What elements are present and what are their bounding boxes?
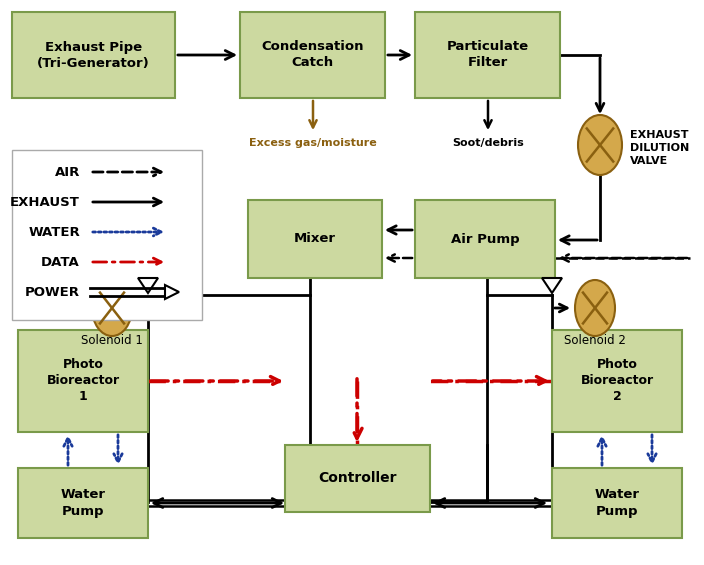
FancyBboxPatch shape (18, 468, 148, 538)
Polygon shape (542, 278, 562, 293)
Text: Excess gas/moisture: Excess gas/moisture (249, 138, 377, 148)
Text: Soot/debris: Soot/debris (452, 138, 524, 148)
Text: DATA: DATA (42, 255, 80, 268)
Text: Controller: Controller (318, 472, 397, 485)
Text: Solenoid 1: Solenoid 1 (81, 333, 143, 346)
Polygon shape (165, 285, 179, 299)
Text: EXHAUST
DILUTION
VALVE: EXHAUST DILUTION VALVE (630, 130, 689, 166)
FancyBboxPatch shape (240, 12, 385, 98)
FancyBboxPatch shape (12, 12, 175, 98)
FancyBboxPatch shape (12, 150, 202, 320)
Text: EXHAUST: EXHAUST (10, 195, 80, 208)
Text: AIR: AIR (55, 166, 80, 179)
FancyBboxPatch shape (415, 12, 560, 98)
Ellipse shape (92, 280, 132, 336)
Text: Solenoid 2: Solenoid 2 (564, 333, 626, 346)
Text: POWER: POWER (25, 285, 80, 298)
FancyBboxPatch shape (552, 468, 682, 538)
Ellipse shape (575, 280, 615, 336)
FancyBboxPatch shape (18, 330, 148, 432)
Text: Condensation
Catch: Condensation Catch (261, 41, 364, 69)
FancyBboxPatch shape (248, 200, 382, 278)
Text: Water
Pump: Water Pump (61, 489, 106, 518)
Text: Particulate
Filter: Particulate Filter (446, 41, 529, 69)
Text: Mixer: Mixer (294, 233, 336, 246)
FancyBboxPatch shape (285, 445, 430, 512)
Ellipse shape (578, 115, 622, 175)
Polygon shape (138, 278, 158, 293)
Text: WATER: WATER (28, 225, 80, 238)
Text: Water
Pump: Water Pump (594, 489, 639, 518)
Text: Photo
Bioreactor
2: Photo Bioreactor 2 (580, 359, 653, 403)
Text: Photo
Bioreactor
1: Photo Bioreactor 1 (46, 359, 120, 403)
FancyBboxPatch shape (552, 330, 682, 432)
Text: Exhaust Pipe
(Tri-Generator): Exhaust Pipe (Tri-Generator) (37, 41, 150, 69)
FancyBboxPatch shape (415, 200, 555, 278)
Text: Air Pump: Air Pump (451, 233, 520, 246)
